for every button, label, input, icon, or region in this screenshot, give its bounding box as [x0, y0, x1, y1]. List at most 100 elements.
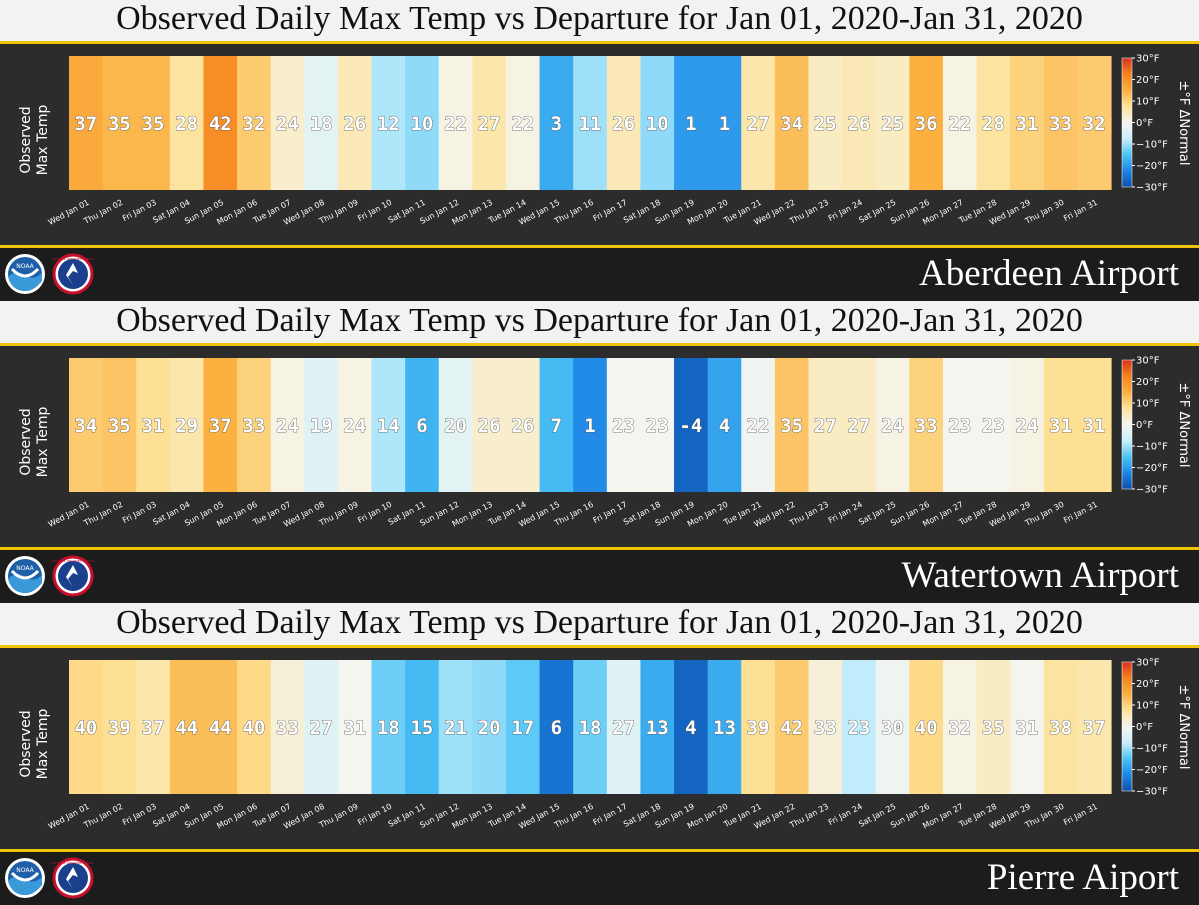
- cell-value-label: 37: [209, 415, 232, 437]
- cell-value-label: 4: [719, 415, 730, 437]
- heatmap-cell: [741, 358, 776, 492]
- heatmap-cell: [472, 358, 507, 492]
- colorbar-tick-label: 30°F: [1136, 658, 1160, 669]
- cell-value-label: 33: [915, 415, 938, 437]
- cell-value-label: 40: [74, 717, 97, 739]
- cell-value-label: 42: [209, 113, 232, 135]
- heatmap-cell: [405, 56, 440, 190]
- colorbar-tick-label: 20°F: [1136, 679, 1160, 690]
- cell-value-label: 22: [948, 113, 971, 135]
- chart-title: Observed Daily Max Temp vs Departure for…: [0, 301, 1199, 343]
- station-panel: Observed Daily Max Temp vs Departure for…: [0, 0, 1199, 301]
- gold-divider: [0, 245, 1199, 248]
- cell-value-label: 6: [551, 717, 562, 739]
- colorbar-title: ±°F ΔNormal: [1176, 81, 1191, 166]
- cell-value-label: 23: [612, 415, 635, 437]
- y-axis-label-line: Observed: [18, 710, 34, 777]
- heatmap-cell: [573, 660, 608, 794]
- cell-value-label: 21: [444, 717, 467, 739]
- heatmap-cell: [942, 660, 978, 794]
- colorbar-title: ±°F ΔNormal: [1176, 685, 1191, 770]
- heatmap-cell: [1043, 56, 1078, 190]
- colorbar-tick-label: −20°F: [1136, 463, 1168, 474]
- heatmap-cell: [942, 358, 978, 492]
- heatmap-cell: [573, 358, 608, 492]
- cell-value-label: 24: [276, 113, 299, 135]
- cell-value-label: 35: [142, 113, 165, 135]
- cell-value-label: 18: [579, 717, 602, 739]
- gold-divider: [0, 547, 1199, 550]
- cell-value-label: 38: [1049, 717, 1072, 739]
- y-axis-label: ObservedMax Temp: [18, 709, 51, 780]
- cell-value-label: 23: [948, 415, 971, 437]
- heatmap-cell: [674, 358, 709, 492]
- y-axis-label-line: Observed: [18, 408, 34, 475]
- heatmap-cell: [136, 56, 171, 190]
- heatmap-cell: [875, 56, 910, 190]
- nws-logo-text: NATIONAL WEATHER SERVICE: [52, 861, 94, 865]
- cell-value-label: 19: [310, 415, 333, 437]
- chart-title: Observed Daily Max Temp vs Departure for…: [0, 603, 1199, 645]
- heatmap-cell: [270, 358, 305, 492]
- heatmap-cell: [573, 56, 608, 190]
- cell-value-label: 30: [881, 717, 904, 739]
- colorbar-tick-label: 0°F: [1136, 722, 1153, 733]
- cell-value-label: 27: [747, 113, 770, 135]
- heatmap-cell: [1010, 660, 1045, 794]
- heatmap-cell: [472, 660, 507, 794]
- heatmap-cell: [102, 358, 137, 492]
- cell-value-label: 27: [478, 113, 501, 135]
- cell-value-label: 28: [982, 113, 1005, 135]
- cell-value-label: 26: [343, 113, 366, 135]
- cell-value-label: 34: [74, 415, 97, 437]
- colorbar-tick-label: 30°F: [1136, 54, 1160, 65]
- heatmap-cell: [102, 56, 137, 190]
- cell-value-label: 18: [377, 717, 400, 739]
- heatmap-cell: [774, 56, 810, 190]
- heatmap-cell: [69, 660, 104, 794]
- cell-value-label: 28: [175, 113, 198, 135]
- colorbar-tick-label: −30°F: [1136, 183, 1168, 194]
- cell-value-label: 27: [612, 717, 635, 739]
- heatmap-cell: [169, 56, 205, 190]
- y-axis-label-line: Max Temp: [35, 105, 51, 176]
- cell-value-label: 35: [780, 415, 803, 437]
- heatmap-cell: [976, 358, 1011, 492]
- cell-value-label: 7: [551, 415, 562, 437]
- cell-value-label: 15: [410, 717, 433, 739]
- y-axis-label-line: Max Temp: [35, 709, 51, 780]
- cell-value-label: 24: [276, 415, 299, 437]
- footer-bar: NOAA NATIONAL WEATHER SERVICE Pierre Aip…: [0, 852, 1199, 905]
- cell-value-label: 31: [142, 415, 165, 437]
- cell-value-label: 23: [982, 415, 1005, 437]
- heatmap-cell: [69, 56, 104, 190]
- heatmap-cell: [337, 358, 373, 492]
- cell-value-label: 31: [1016, 717, 1039, 739]
- cell-value-label: 31: [1016, 113, 1039, 135]
- cell-value-label: 27: [310, 717, 333, 739]
- heatmap-cell: [808, 358, 843, 492]
- cell-value-label: 23: [847, 717, 870, 739]
- nws-logo-text: NATIONAL WEATHER SERVICE: [52, 559, 94, 563]
- heatmap-cell: [505, 56, 541, 190]
- noaa-logo-text: NOAA: [16, 867, 34, 874]
- heatmap-cell: [909, 358, 944, 492]
- cell-value-label: 3: [551, 113, 562, 135]
- cell-value-label: 10: [410, 113, 433, 135]
- heatmap-cell: [1077, 660, 1112, 794]
- colorbar-tick-label: −30°F: [1136, 485, 1168, 496]
- chart-title: Observed Daily Max Temp vs Departure for…: [0, 0, 1199, 41]
- heatmap-cell: [774, 660, 810, 794]
- cell-value-label: 27: [847, 415, 870, 437]
- gold-divider: [0, 41, 1199, 44]
- colorbar-tick-label: −20°F: [1136, 161, 1168, 172]
- heatmap-cell: [438, 56, 473, 190]
- heatmap-cell: [438, 660, 473, 794]
- heatmap-cell: [1043, 660, 1078, 794]
- heatmap-cell: [842, 358, 877, 492]
- cell-value-label: 26: [847, 113, 870, 135]
- heatmap-cell: [707, 358, 742, 492]
- heatmap-cell: [371, 56, 406, 190]
- heatmap-chart: ObservedMax Temp 40 39 37 44 44 40 33 27 31 18 15 21…: [0, 648, 1199, 849]
- heatmap-cell: [640, 358, 675, 492]
